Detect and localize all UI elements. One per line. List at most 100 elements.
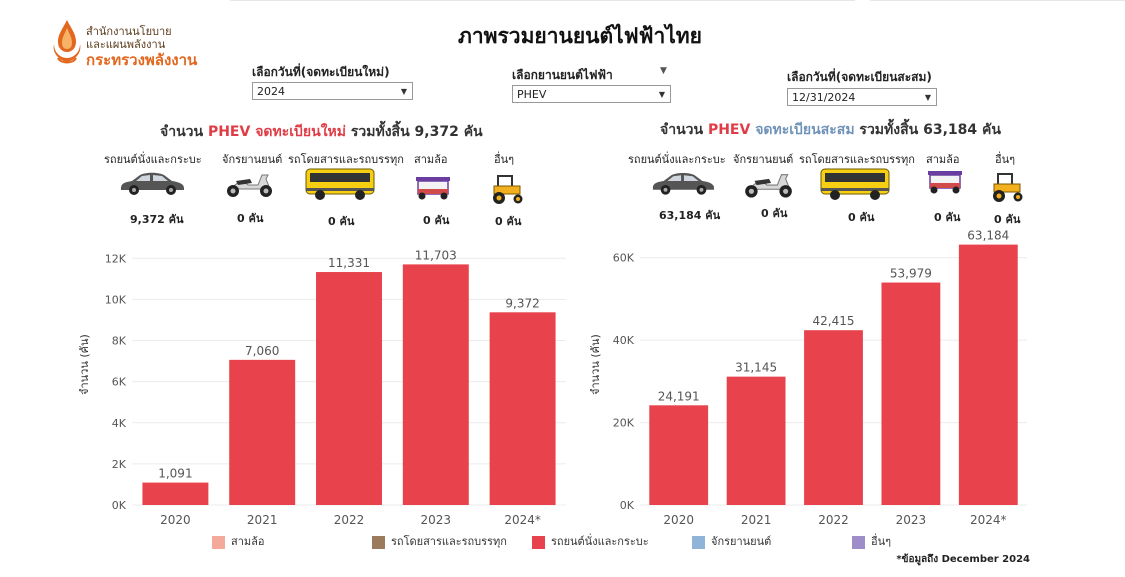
chevron-down-icon: ▼: [924, 93, 931, 102]
bar: [316, 272, 382, 505]
left-chart: 0K 2K 4K 6K 8K 10K 12K 1,091 2020 7,060 2021 11,331…: [0, 0, 580, 534]
x-tick-label: 2024*: [970, 513, 1007, 527]
y-tick-label: 8K: [112, 335, 127, 348]
data-label: 9,372: [505, 296, 539, 310]
cat-label-car: รถยนต์นั่งและกระบะ: [628, 153, 726, 166]
y-tick-label: 4K: [112, 417, 127, 430]
y-tick-label: 40K: [613, 334, 635, 347]
right-bar-chart: 0K 20K 40K 60K 24,191 2020 31,145 2021 42,415 202…: [613, 229, 1027, 527]
bar: [142, 482, 209, 505]
cat-label-tuktuk: สามล้อ: [926, 153, 960, 166]
cat-count-other: 0 คัน: [495, 215, 522, 228]
legend-item-bus[interactable]: รถโดยสารและรถบรรทุก: [372, 532, 507, 550]
legend-item-tuktuk[interactable]: สามล้อ: [212, 532, 265, 550]
chevron-down-icon: ▼: [658, 90, 665, 99]
logo-line-1: สำนักงานนโยบาย: [86, 25, 172, 38]
data-label: 31,145: [735, 361, 777, 375]
flame-logo-icon: [53, 20, 81, 64]
cat-count-car: 9,372 คัน: [130, 213, 184, 226]
y-tick-label: 2K: [112, 458, 127, 471]
legend-label: จักรยานยนต์: [711, 535, 772, 548]
chevron-down-icon: ▼: [400, 87, 407, 96]
ev-type-value: PHEV: [517, 88, 547, 101]
bar: [649, 405, 709, 505]
legend-swatch: [212, 535, 225, 549]
left-bar-chart: 0K 2K 4K 6K 8K 10K 12K 1,091 2020 7,060 2021 11,331…: [105, 248, 566, 527]
cat-label-other: อื่นๆ: [494, 153, 515, 166]
y-tick-label: 60K: [613, 252, 635, 265]
headline-mode: จดทะเบียนใหม่: [255, 124, 346, 140]
x-tick-label: 2023: [421, 513, 452, 527]
legend-swatch: [852, 535, 865, 549]
headline-suffix: รวมทั้งสิ้น 9,372 คัน: [350, 124, 483, 140]
bar: [489, 312, 556, 505]
bar: [726, 376, 786, 505]
bar: [881, 282, 941, 505]
data-label: 11,331: [328, 256, 370, 270]
filter-menu-icon[interactable]: ▼: [660, 66, 667, 76]
legend-label: รถยนต์นั่งและกระบะ: [551, 535, 649, 548]
data-label: 24,191: [658, 389, 700, 403]
x-tick-label: 2020: [160, 513, 191, 527]
data-label: 42,415: [813, 314, 855, 328]
data-label: 7,060: [245, 344, 279, 358]
y-tick-label: 20K: [613, 417, 635, 430]
tuk-tuk-icon: [928, 171, 962, 194]
date-cum-label: เลือกวันที่(จดทะเบียนสะสม): [787, 70, 932, 84]
page-title: ภาพรวมยานยนต์ไฟฟ้าไทย: [458, 24, 702, 48]
data-label: 1,091: [158, 467, 192, 481]
legend-item-car[interactable]: รถยนต์นั่งและกระบะ: [532, 532, 649, 550]
data-label: 11,703: [415, 248, 457, 262]
cat-count-tuktuk: 0 คัน: [423, 214, 450, 227]
legend-item-motorcycle[interactable]: จักรยานยนต์: [692, 532, 771, 550]
date-new-value: 2024: [257, 85, 285, 98]
motorcycle-icon: [745, 174, 792, 198]
cat-label-motorcycle: จักรยานยนต์: [222, 153, 283, 166]
car-icon: [121, 172, 184, 195]
ev-type-label: เลือกยานยนต์ไฟฟ้า: [512, 68, 613, 82]
footnote: *ข้อมูลถึง December 2024: [896, 554, 1030, 565]
x-tick-label: 2022: [818, 513, 849, 527]
y-tick-label: 10K: [105, 293, 127, 306]
bar: [229, 359, 296, 505]
y-tick-label: 0K: [112, 499, 127, 512]
tractor-icon: [493, 175, 523, 204]
y-tick-label: 12K: [105, 252, 127, 265]
data-label: 53,979: [890, 267, 932, 281]
eppo-logo: สำนักงานนโยบาย และแผนพลังงาน กระทรวงพลัง…: [50, 18, 250, 70]
legend-swatch: [692, 535, 705, 549]
cat-count-motorcycle: 0 คัน: [761, 207, 788, 220]
left-headline: จำนวน PHEV จดทะเบียนใหม่ รวมทั้งสิ้น 9,3…: [160, 121, 483, 143]
bar: [804, 330, 863, 505]
bar: [402, 264, 469, 505]
headline-prefix: จำนวน: [160, 124, 204, 140]
logo-line-2: และแผนพลังงาน: [86, 38, 166, 51]
right-chart: 0K 20K 40K 60K 24,191 2020 31,145 2021 42,415 202…: [580, 0, 1060, 534]
legend-label: อื่นๆ: [871, 535, 892, 548]
cat-label-car: รถยนต์นั่งและกระบะ: [104, 153, 202, 166]
cat-label-other: อื่นๆ: [995, 153, 1016, 166]
ev-type-dropdown[interactable]: PHEV ▼: [512, 85, 671, 103]
legend-swatch: [372, 535, 385, 549]
left-y-axis-label: จำนวน (คัน): [78, 334, 91, 395]
headline-prefix: จำนวน: [660, 122, 704, 138]
legend-item-other[interactable]: อื่นๆ: [852, 532, 891, 550]
cat-label-motorcycle: จักรยานยนต์: [733, 153, 794, 166]
cat-count-motorcycle: 0 คัน: [237, 212, 264, 225]
legend-label: รถโดยสารและรถบรรทุก: [391, 535, 507, 548]
date-new-label: เลือกวันที่(จดทะเบียนใหม่): [252, 65, 390, 79]
headline-type: PHEV: [707, 122, 751, 138]
cat-label-bus: รถโดยสารและรถบรรทุก: [288, 153, 404, 166]
x-tick-label: 2023: [896, 513, 927, 527]
right-y-axis-label: จำนวน (คัน): [589, 334, 602, 395]
headline-suffix: รวมทั้งสิ้น 63,184 คัน: [859, 122, 1001, 138]
tractor-icon: [993, 173, 1023, 202]
cat-label-tuktuk: สามล้อ: [414, 153, 448, 166]
x-tick-label: 2020: [663, 513, 694, 527]
bar: [958, 244, 1018, 505]
date-new-dropdown[interactable]: 2024 ▼: [252, 82, 413, 100]
top-divider: [230, 0, 855, 1]
bus-icon: [305, 168, 375, 200]
right-headline: จำนวน PHEV จดทะเบียนสะสม รวมทั้งสิ้น 63,…: [660, 119, 1001, 141]
date-cum-dropdown[interactable]: 12/31/2024 ▼: [787, 88, 937, 106]
